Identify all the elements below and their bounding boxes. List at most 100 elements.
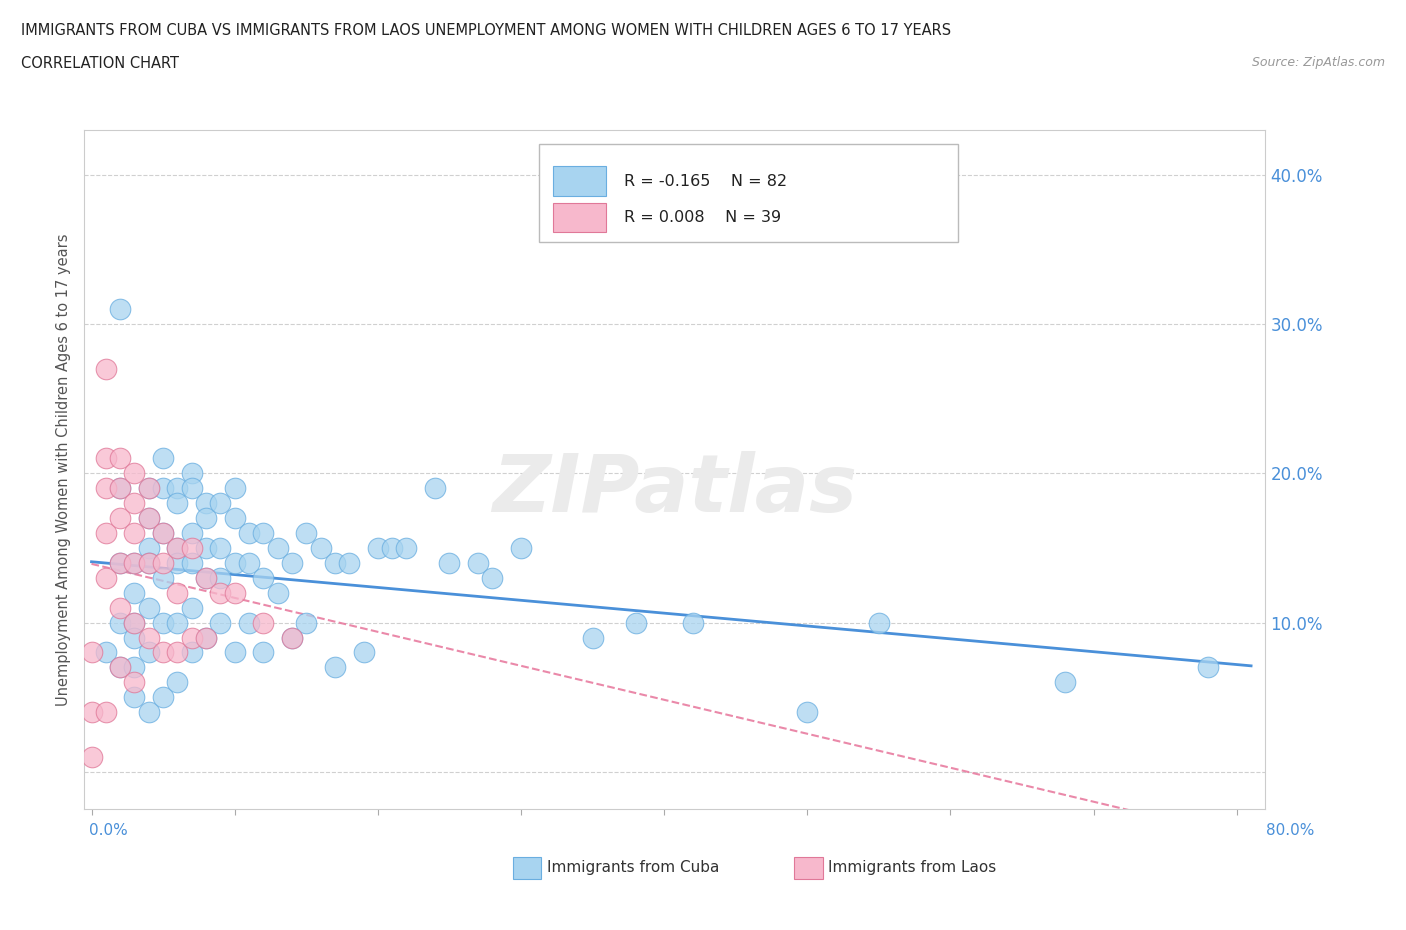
Text: IMMIGRANTS FROM CUBA VS IMMIGRANTS FROM LAOS UNEMPLOYMENT AMONG WOMEN WITH CHILD: IMMIGRANTS FROM CUBA VS IMMIGRANTS FROM … bbox=[21, 23, 952, 38]
Point bbox=[80, 705, 103, 720]
Point bbox=[94, 570, 117, 585]
Point bbox=[108, 511, 131, 525]
Point bbox=[439, 555, 461, 570]
Bar bbox=[513, 857, 541, 879]
Point bbox=[252, 615, 274, 630]
Point bbox=[124, 466, 146, 481]
Bar bbox=[553, 166, 606, 196]
Point bbox=[94, 525, 117, 540]
Point bbox=[94, 362, 117, 377]
Point bbox=[195, 630, 218, 644]
Point bbox=[138, 630, 160, 644]
Point bbox=[581, 630, 603, 644]
Point bbox=[180, 466, 202, 481]
Point bbox=[238, 555, 260, 570]
Point bbox=[152, 570, 174, 585]
Point bbox=[108, 660, 131, 675]
Point bbox=[195, 496, 218, 511]
Point bbox=[124, 615, 146, 630]
Point bbox=[80, 645, 103, 660]
Point bbox=[195, 630, 218, 644]
Text: 80.0%: 80.0% bbox=[1267, 823, 1315, 838]
Point bbox=[124, 555, 146, 570]
Point bbox=[381, 540, 404, 555]
Text: Source: ZipAtlas.com: Source: ZipAtlas.com bbox=[1251, 56, 1385, 69]
Point bbox=[138, 481, 160, 496]
Point bbox=[180, 645, 202, 660]
Point bbox=[108, 451, 131, 466]
Bar bbox=[794, 857, 823, 879]
Text: ZIPatlas: ZIPatlas bbox=[492, 451, 858, 529]
Point bbox=[152, 481, 174, 496]
Point bbox=[624, 615, 647, 630]
Point bbox=[108, 481, 131, 496]
FancyBboxPatch shape bbox=[538, 144, 959, 242]
Point bbox=[124, 525, 146, 540]
Point bbox=[209, 496, 232, 511]
Point bbox=[124, 555, 146, 570]
Point bbox=[152, 525, 174, 540]
Point bbox=[124, 585, 146, 600]
Text: Immigrants from Laos: Immigrants from Laos bbox=[828, 860, 997, 875]
Text: Immigrants from Cuba: Immigrants from Cuba bbox=[547, 860, 720, 875]
Point bbox=[108, 615, 131, 630]
Point bbox=[295, 525, 318, 540]
Point bbox=[510, 540, 533, 555]
Point bbox=[1197, 660, 1219, 675]
Point bbox=[224, 555, 246, 570]
Point bbox=[124, 675, 146, 690]
Point bbox=[108, 600, 131, 615]
Point bbox=[224, 511, 246, 525]
Point bbox=[138, 600, 160, 615]
Point bbox=[481, 570, 503, 585]
Point bbox=[224, 585, 246, 600]
Point bbox=[252, 525, 274, 540]
Point bbox=[796, 705, 818, 720]
Point bbox=[252, 570, 274, 585]
Point bbox=[266, 585, 288, 600]
Point bbox=[166, 555, 188, 570]
Text: 0.0%: 0.0% bbox=[89, 823, 128, 838]
Point bbox=[152, 615, 174, 630]
Point bbox=[281, 630, 304, 644]
Point bbox=[166, 540, 188, 555]
Point bbox=[166, 481, 188, 496]
Point bbox=[868, 615, 890, 630]
Point bbox=[138, 540, 160, 555]
Text: R = -0.165    N = 82: R = -0.165 N = 82 bbox=[624, 174, 787, 189]
Point bbox=[124, 630, 146, 644]
Point bbox=[467, 555, 489, 570]
Bar bbox=[553, 203, 606, 232]
Point bbox=[180, 555, 202, 570]
Point bbox=[180, 540, 202, 555]
Point bbox=[195, 570, 218, 585]
Point bbox=[108, 660, 131, 675]
Point bbox=[138, 555, 160, 570]
Point bbox=[309, 540, 332, 555]
Point bbox=[337, 555, 360, 570]
Point bbox=[238, 615, 260, 630]
Point bbox=[108, 481, 131, 496]
Point bbox=[209, 570, 232, 585]
Point bbox=[353, 645, 375, 660]
Point bbox=[180, 525, 202, 540]
Point bbox=[423, 481, 446, 496]
Point bbox=[80, 750, 103, 764]
Point bbox=[124, 690, 146, 705]
Point bbox=[395, 540, 418, 555]
Text: R = 0.008    N = 39: R = 0.008 N = 39 bbox=[624, 210, 782, 225]
Point bbox=[152, 525, 174, 540]
Point bbox=[138, 511, 160, 525]
Point bbox=[138, 511, 160, 525]
Point bbox=[166, 675, 188, 690]
Point bbox=[166, 496, 188, 511]
Point bbox=[94, 645, 117, 660]
Point bbox=[166, 615, 188, 630]
Point bbox=[108, 555, 131, 570]
Point bbox=[124, 660, 146, 675]
Point bbox=[138, 481, 160, 496]
Point bbox=[238, 525, 260, 540]
Point bbox=[195, 540, 218, 555]
Point bbox=[295, 615, 318, 630]
Point bbox=[138, 705, 160, 720]
